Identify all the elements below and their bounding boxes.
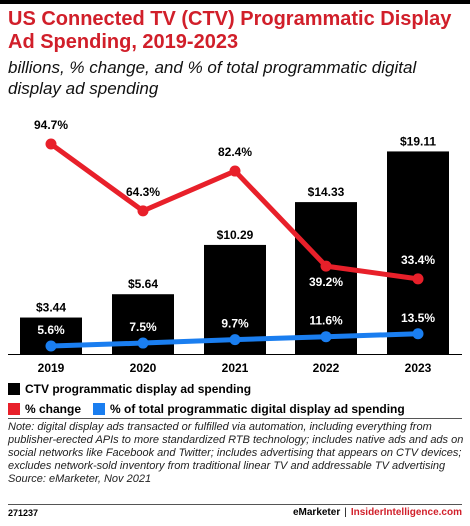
point-pct-total-2019: [45, 340, 57, 352]
legend-total-swatch: [93, 403, 106, 415]
point-pct-total-2020: [137, 337, 149, 349]
label-pct-change-2019: 94.7%: [34, 118, 68, 132]
brand-insider: InsiderIntelligence.com: [350, 507, 462, 518]
legend-change-label: % change: [25, 402, 82, 416]
label-pct-total-2022: 11.6%: [309, 314, 343, 328]
label-pct-change-2020: 64.3%: [126, 185, 160, 199]
bar-label-2022: $14.33: [308, 185, 345, 199]
point-pct-total-2021: [229, 334, 241, 346]
x-tick-2020: 2020: [130, 361, 157, 375]
point-pct-change-2022: [320, 260, 332, 272]
legend-total-label: % of total programmatic digital display …: [110, 402, 405, 416]
point-pct-change-2021: [229, 165, 241, 177]
point-pct-change-2023: [412, 273, 424, 285]
label-pct-change-2021: 82.4%: [218, 145, 252, 159]
chart-note: Note: digital display ads transacted or …: [8, 421, 466, 486]
point-pct-total-2022: [320, 331, 332, 343]
point-pct-total-2023: [412, 328, 424, 340]
bar-2023: [387, 151, 449, 354]
label-pct-total-2023: 13.5%: [401, 311, 435, 325]
top-rule: [0, 0, 470, 4]
bar-label-2019: $3.44: [36, 301, 66, 315]
label-pct-total-2021: 9.7%: [221, 317, 249, 331]
chart-subtitle: billions, % change, and % of total progr…: [8, 58, 417, 98]
legend-bars-label: CTV programmatic display ad spending: [25, 382, 252, 396]
note-divider: [8, 418, 462, 419]
point-pct-change-2020: [137, 205, 149, 217]
source-text: Source: eMarketer, Nov 2021: [8, 473, 152, 485]
legend-bars-swatch: [8, 383, 20, 395]
brand-separator: |: [344, 507, 347, 518]
x-tick-2021: 2021: [222, 361, 249, 375]
chart: $3.44 $5.64 $10.29 $14.33 $19.11 2019 2020 2021…: [8, 118, 462, 375]
brand-emarketer: eMarketer: [292, 507, 341, 518]
x-tick-2022: 2022: [313, 361, 340, 375]
bar-2022: [295, 202, 357, 354]
label-pct-change-2022: 39.2%: [309, 275, 343, 289]
bar-label-2020: $5.64: [128, 277, 158, 291]
footer-brand: eMarketer | InsiderIntelligence.com: [293, 507, 462, 518]
legend-change-swatch: [8, 403, 20, 415]
chart-title: US Connected TV (CTV) Programmatic Displ…: [8, 8, 452, 53]
legend-lines: % change % of total programmatic digital…: [8, 401, 405, 417]
note-text: Note: digital display ads transacted or …: [8, 421, 464, 472]
bar-label-2021: $10.29: [217, 228, 254, 242]
label-pct-total-2019: 5.6%: [37, 323, 65, 337]
x-tick-2023: 2023: [405, 361, 432, 375]
chart-id: 271237: [8, 508, 39, 518]
label-pct-total-2020: 7.5%: [129, 320, 157, 334]
legend-bars: CTV programmatic display ad spending: [8, 381, 251, 397]
label-pct-change-2023: 33.4%: [401, 253, 435, 267]
point-pct-change-2019: [45, 138, 57, 150]
x-tick-2019: 2019: [38, 361, 65, 375]
bar-label-2023: $19.11: [400, 134, 436, 148]
footer-divider: [8, 504, 462, 505]
